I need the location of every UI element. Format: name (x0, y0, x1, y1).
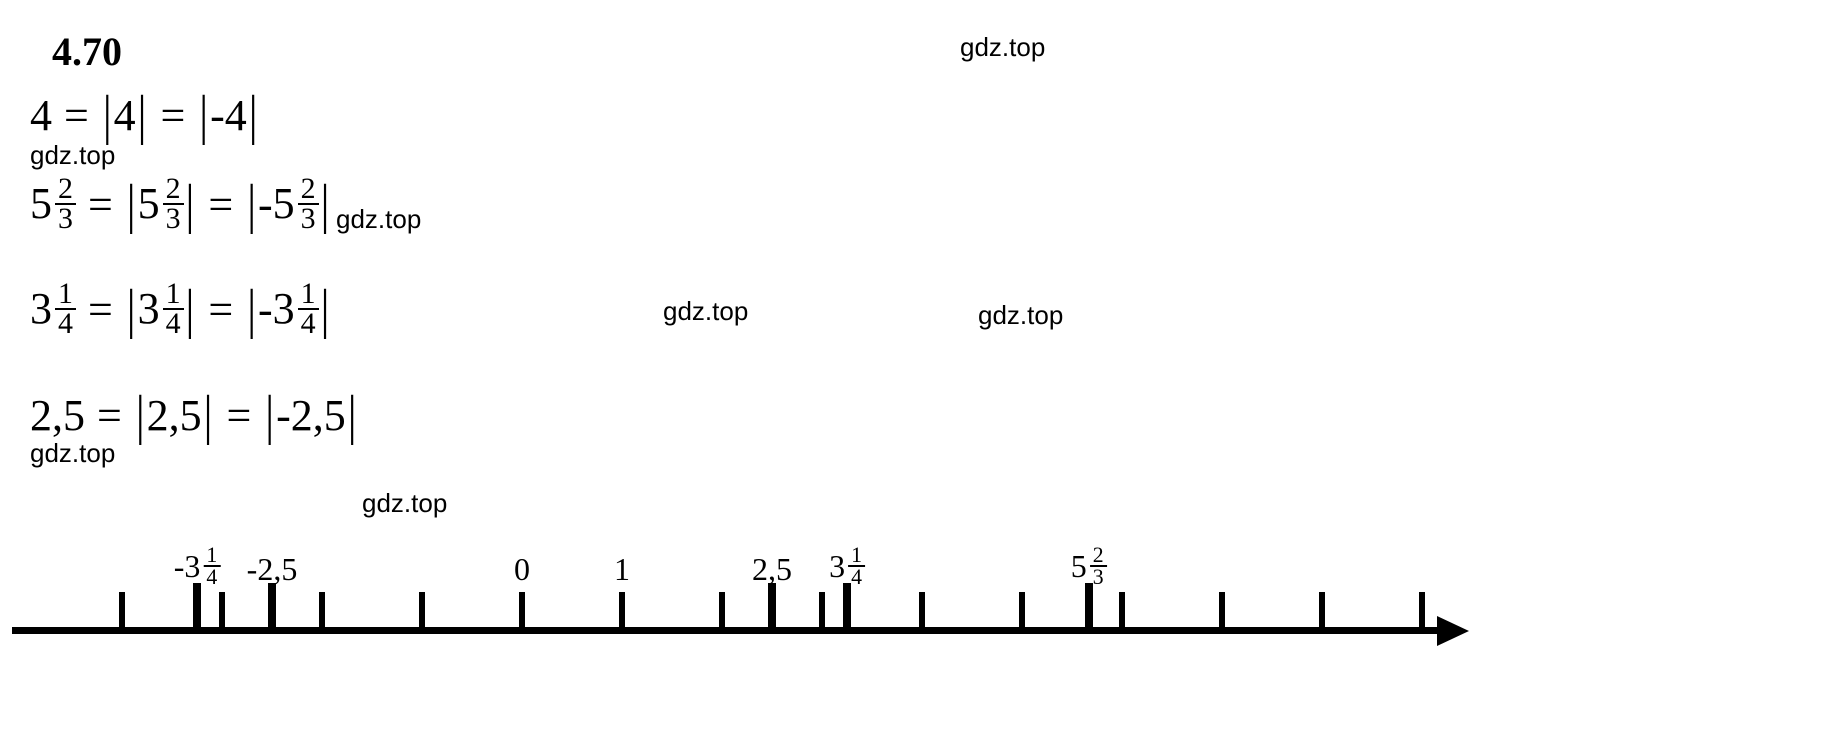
marked-tick (843, 583, 851, 627)
neg-sign: - (258, 179, 273, 230)
frac-num: 1 (55, 280, 76, 310)
abs-close: | (247, 90, 260, 141)
tick (1219, 592, 1225, 627)
number-line: -523-314-2,5012,5314523 (12, 460, 1462, 660)
abs-open: | (245, 284, 258, 335)
abs-open: | (125, 179, 138, 230)
abs-open: | (101, 90, 114, 141)
abs-open: | (134, 390, 147, 441)
tick (1319, 592, 1325, 627)
mixed-fraction: 5 2 3 (138, 175, 184, 234)
frac-den: 3 (298, 205, 319, 233)
tick-label: -314 (174, 545, 221, 588)
abs-open: | (125, 284, 138, 335)
frac-den: 3 (163, 205, 184, 233)
frac-whole: 3 (138, 287, 160, 331)
arrow-icon (1437, 616, 1469, 646)
mixed-fraction: 5 2 3 (273, 175, 319, 234)
frac-den: 4 (55, 310, 76, 338)
tick-label: 1 (614, 551, 630, 588)
equation-line-1: 4 = | 4 | = | -4 | (30, 90, 260, 141)
abs-close: | (346, 390, 359, 441)
abs-open: | (263, 390, 276, 441)
frac-whole: 5 (273, 182, 295, 226)
equation-line-2: 5 2 3 = | 5 2 3 | = | - 5 2 3 | (30, 175, 331, 234)
eq4-abs1: 2,5 (147, 390, 202, 441)
equals-sign: = (88, 284, 113, 335)
frac-num: 1 (163, 280, 184, 310)
abs-close: | (136, 90, 149, 141)
watermark: gdz.top (960, 32, 1045, 63)
axis-line (12, 627, 1442, 634)
problem-number: 4.70 (52, 28, 122, 75)
tick-label: 0 (514, 551, 530, 588)
frac-whole: 5 (30, 182, 52, 226)
watermark: gdz.top (978, 300, 1063, 331)
abs-close: | (319, 179, 332, 230)
equals-sign: = (64, 90, 89, 141)
eq4-lhs: 2,5 (30, 390, 85, 441)
equation-line-3: 3 1 4 = | 3 1 4 | = | - 3 1 4 | (30, 280, 331, 339)
equals-sign: = (160, 90, 185, 141)
eq4-abs2: -2,5 (276, 390, 346, 441)
frac-whole: 3 (273, 287, 295, 331)
abs-close: | (202, 390, 215, 441)
equals-sign: = (97, 390, 122, 441)
tick (819, 592, 825, 627)
tick (219, 592, 225, 627)
abs-open: | (245, 179, 258, 230)
marked-tick (193, 583, 201, 627)
equation-line-4: 2,5 = | 2,5 | = | -2,5 | (30, 390, 359, 441)
tick (719, 592, 725, 627)
tick-label: 523 (1071, 545, 1107, 588)
marked-tick (1085, 583, 1093, 627)
marked-tick (268, 583, 276, 627)
tick (419, 592, 425, 627)
frac-den: 4 (298, 310, 319, 338)
frac-num: 1 (298, 280, 319, 310)
mixed-fraction: 3 1 4 (138, 280, 184, 339)
equals-sign: = (208, 179, 233, 230)
mixed-fraction: 5 2 3 (30, 175, 76, 234)
equals-sign: = (88, 179, 113, 230)
tick-label: 314 (829, 545, 865, 588)
abs-open: | (197, 90, 210, 141)
watermark: gdz.top (663, 296, 748, 327)
marked-tick (768, 583, 776, 627)
tick-label: 2,5 (752, 551, 792, 588)
watermark: gdz.top (336, 204, 421, 235)
tick (1019, 592, 1025, 627)
frac-whole: 3 (30, 287, 52, 331)
frac-num: 2 (55, 175, 76, 205)
tick (1119, 592, 1125, 627)
tick (519, 592, 525, 627)
tick (619, 592, 625, 627)
mixed-fraction: 3 1 4 (273, 280, 319, 339)
frac-num: 2 (163, 175, 184, 205)
frac-whole: 5 (138, 182, 160, 226)
tick (1419, 592, 1425, 627)
abs-close: | (319, 284, 332, 335)
mixed-fraction: 3 1 4 (30, 280, 76, 339)
neg-sign: - (258, 284, 273, 335)
abs-close: | (184, 179, 197, 230)
eq1-abs1: 4 (114, 90, 136, 141)
abs-close: | (184, 284, 197, 335)
frac-den: 3 (55, 205, 76, 233)
frac-num: 2 (298, 175, 319, 205)
eq1-abs2: -4 (210, 90, 247, 141)
tick (119, 592, 125, 627)
tick (319, 592, 325, 627)
tick (919, 592, 925, 627)
equals-sign: = (208, 284, 233, 335)
equals-sign: = (226, 390, 251, 441)
eq1-lhs: 4 (30, 90, 52, 141)
frac-den: 4 (163, 310, 184, 338)
tick-label: -2,5 (247, 551, 298, 588)
